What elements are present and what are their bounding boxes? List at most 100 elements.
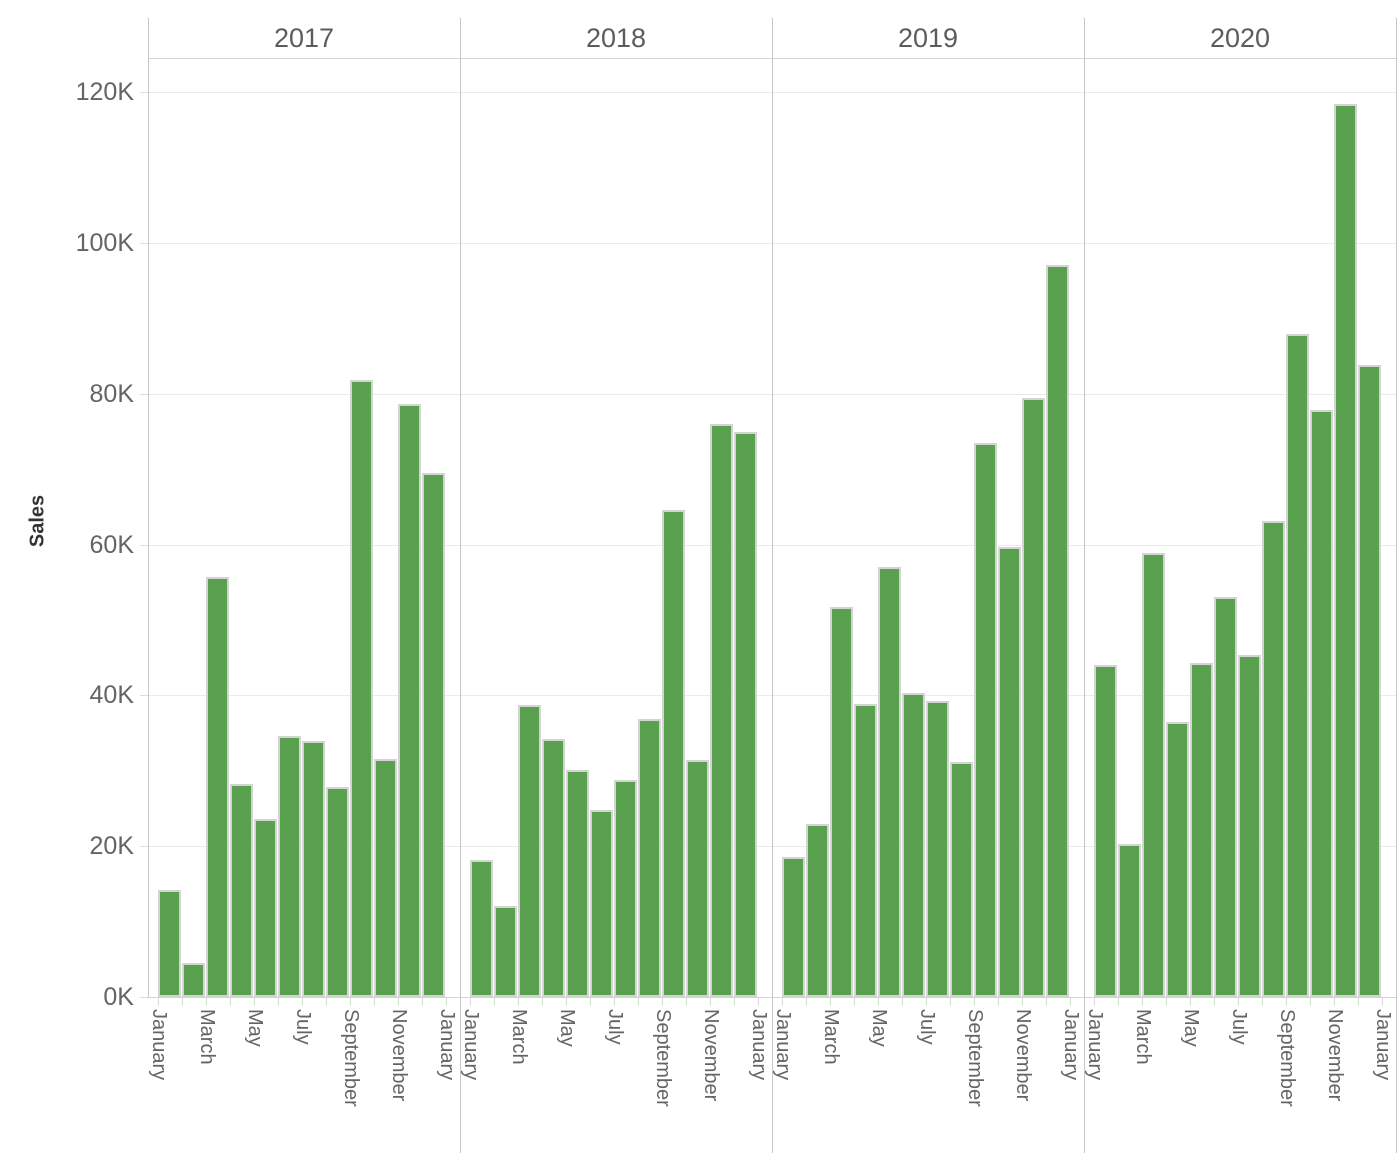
bar-2020-december[interactable] xyxy=(1358,365,1381,997)
y-axis-tick-label: 80K xyxy=(89,380,134,408)
bar-2020-april[interactable] xyxy=(1166,722,1189,997)
bar-2019-february[interactable] xyxy=(806,824,829,997)
x-axis-month-label: November xyxy=(1324,1009,1346,1102)
bar-2019-september[interactable] xyxy=(974,443,997,997)
y-axis-tick xyxy=(140,846,148,847)
x-axis-month-label: March xyxy=(820,1009,842,1065)
bar-2019-august[interactable] xyxy=(950,762,973,997)
x-axis-tick xyxy=(254,998,255,1006)
y-axis-tick xyxy=(140,394,148,395)
x-axis-tick xyxy=(1046,998,1047,1006)
bar-2018-february[interactable] xyxy=(494,906,517,997)
y-axis-tick-label: 120K xyxy=(75,78,134,106)
x-axis-tick xyxy=(446,998,447,1006)
bar-2019-december[interactable] xyxy=(1046,265,1069,997)
x-axis-month-label: March xyxy=(196,1009,218,1065)
bar-2018-june[interactable] xyxy=(590,810,613,997)
x-axis-tick xyxy=(1286,998,1287,1006)
bar-2020-october[interactable] xyxy=(1310,410,1333,997)
x-axis-tick xyxy=(302,998,303,1006)
bar-2018-november[interactable] xyxy=(710,424,733,997)
bar-2020-june[interactable] xyxy=(1214,597,1237,997)
x-axis-tick xyxy=(590,998,591,1006)
x-axis-tick xyxy=(1214,998,1215,1006)
y-axis-tick xyxy=(140,695,148,696)
x-axis-tick xyxy=(350,998,351,1006)
x-axis-tick xyxy=(878,998,879,1006)
bar-2019-april[interactable] xyxy=(854,704,877,997)
x-axis-tick xyxy=(1022,998,1023,1006)
bar-2018-september[interactable] xyxy=(662,510,685,997)
bar-2020-july[interactable] xyxy=(1238,655,1261,997)
x-axis-tick xyxy=(614,998,615,1006)
x-axis-month-label: January xyxy=(460,1009,482,1081)
panel-divider xyxy=(772,18,773,1153)
bar-2018-december[interactable] xyxy=(734,432,757,997)
bar-2017-september[interactable] xyxy=(350,380,373,997)
bar-2019-june[interactable] xyxy=(902,693,925,997)
bar-2017-may[interactable] xyxy=(254,819,277,997)
bar-2020-august[interactable] xyxy=(1262,521,1285,997)
bar-2017-december[interactable] xyxy=(422,473,445,997)
x-axis-month-label: July xyxy=(1228,1009,1250,1045)
bar-2017-november[interactable] xyxy=(398,404,421,997)
x-axis-tick xyxy=(494,998,495,1006)
x-axis-tick xyxy=(974,998,975,1006)
bar-2017-june[interactable] xyxy=(278,736,301,997)
panel-year-header: 2020 xyxy=(1209,23,1271,53)
bar-2017-august[interactable] xyxy=(326,787,349,997)
bar-2020-may[interactable] xyxy=(1190,663,1213,997)
bar-2018-august[interactable] xyxy=(638,719,661,997)
x-axis-month-label: May xyxy=(244,1009,266,1047)
bar-2019-november[interactable] xyxy=(1022,398,1045,997)
x-axis-tick xyxy=(158,998,159,1006)
bar-2019-january[interactable] xyxy=(782,857,805,997)
bar-2017-april[interactable] xyxy=(230,784,253,997)
bar-2020-november[interactable] xyxy=(1334,104,1357,997)
x-axis-month-label: September xyxy=(652,1009,674,1107)
y-axis-tick-label: 20K xyxy=(89,832,134,860)
bar-2017-march[interactable] xyxy=(206,577,229,997)
x-axis-month-label: May xyxy=(1180,1009,1202,1047)
bar-2020-january[interactable] xyxy=(1094,665,1117,997)
x-axis-tick xyxy=(1070,998,1071,1006)
x-axis-tick xyxy=(950,998,951,1006)
x-axis-tick xyxy=(1334,998,1335,1006)
bar-2020-september[interactable] xyxy=(1286,334,1309,997)
bar-2018-april[interactable] xyxy=(542,739,565,997)
x-axis-month-label: November xyxy=(700,1009,722,1102)
bar-2018-october[interactable] xyxy=(686,760,709,997)
bar-2017-october[interactable] xyxy=(374,759,397,997)
x-axis-tick xyxy=(566,998,567,1006)
bar-2019-july[interactable] xyxy=(926,701,949,997)
x-axis-month-label: January xyxy=(1372,1009,1394,1081)
bar-2018-may[interactable] xyxy=(566,770,589,997)
bar-2018-july[interactable] xyxy=(614,780,637,997)
bar-2020-march[interactable] xyxy=(1142,553,1165,997)
x-axis-month-label: July xyxy=(604,1009,626,1045)
x-axis-tick xyxy=(782,998,783,1006)
x-axis-month-label: November xyxy=(1012,1009,1034,1102)
x-axis-month-label: January xyxy=(1084,1009,1106,1081)
bar-2017-february[interactable] xyxy=(182,963,205,997)
x-axis-tick xyxy=(1238,998,1239,1006)
x-axis-tick xyxy=(1118,998,1119,1006)
x-axis-tick xyxy=(230,998,231,1006)
x-axis-tick xyxy=(710,998,711,1006)
bar-2020-february[interactable] xyxy=(1118,844,1141,997)
bar-2017-july[interactable] xyxy=(302,741,325,997)
x-axis-tick xyxy=(470,998,471,1006)
bar-2019-march[interactable] xyxy=(830,607,853,997)
bar-2019-may[interactable] xyxy=(878,567,901,997)
x-axis-tick xyxy=(854,998,855,1006)
bar-2019-october[interactable] xyxy=(998,547,1021,997)
bar-2017-january[interactable] xyxy=(158,890,181,997)
x-axis-tick xyxy=(638,998,639,1006)
y-axis-tick-label: 60K xyxy=(89,531,134,559)
x-axis-month-label: March xyxy=(1132,1009,1154,1065)
x-axis-month-label: January xyxy=(148,1009,170,1081)
bar-2018-march[interactable] xyxy=(518,705,541,997)
x-axis-tick xyxy=(1142,998,1143,1006)
x-axis-tick xyxy=(998,998,999,1006)
bar-2018-january[interactable] xyxy=(470,860,493,997)
